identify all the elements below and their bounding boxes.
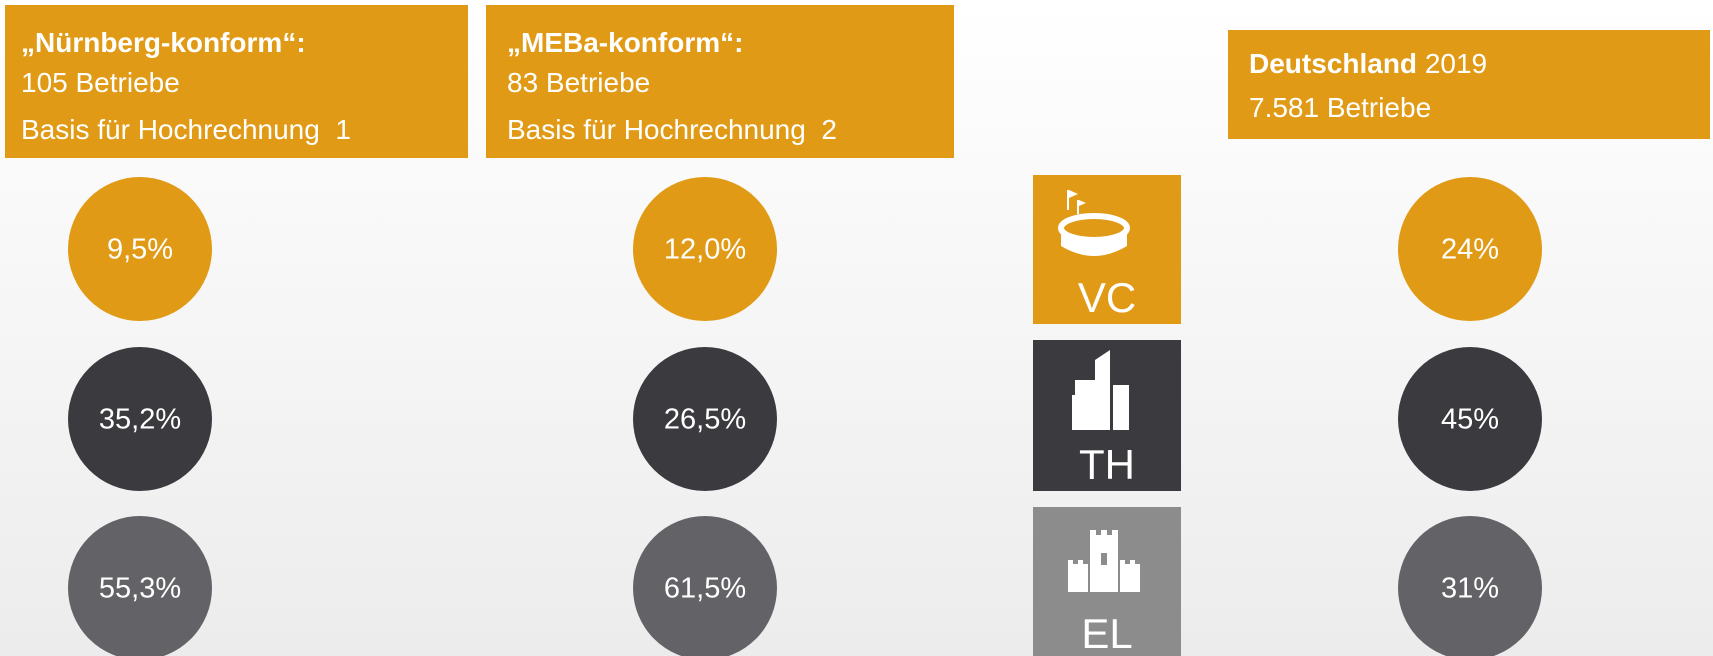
circle xyxy=(633,516,777,656)
category-label: EL xyxy=(1081,610,1132,656)
header-line: 7.581 Betriebe xyxy=(1249,92,1431,123)
header-line: Basis für Hochrechnung 1 xyxy=(21,114,351,145)
header-year: 2019 xyxy=(1425,48,1487,79)
circle-value: 24% xyxy=(1441,234,1499,266)
circle xyxy=(68,347,212,491)
header-title: „Nürnberg-konform“: xyxy=(21,27,306,58)
category-th: TH xyxy=(1033,340,1181,491)
circle-value: 61,5% xyxy=(664,573,746,605)
header-line: 83 Betriebe xyxy=(507,67,650,98)
header-title: Deutschland 2019 xyxy=(1249,48,1487,79)
stadium-icon xyxy=(1058,190,1130,256)
circle-value: 45% xyxy=(1441,404,1499,436)
header-line: Basis für Hochrechnung 2 xyxy=(507,114,837,145)
category-label: VC xyxy=(1078,274,1136,321)
header-line: 105 Betriebe xyxy=(21,67,180,98)
circle-value: 9,5% xyxy=(107,234,173,266)
circle-value: 26,5% xyxy=(664,404,746,436)
category-label: TH xyxy=(1079,441,1135,488)
circle-value: 31% xyxy=(1441,573,1499,605)
circle-value: 55,3% xyxy=(99,573,181,605)
circle xyxy=(68,177,212,321)
city-icon xyxy=(1072,350,1129,430)
header-box xyxy=(486,5,954,158)
circle-value: 12,0% xyxy=(664,234,746,266)
circle xyxy=(68,516,212,656)
circle-value: 35,2% xyxy=(99,404,181,436)
circle xyxy=(1398,177,1542,321)
header-title: Deutschland xyxy=(1249,48,1417,79)
circle xyxy=(633,347,777,491)
header-title: „MEBa-konform“: xyxy=(507,27,743,58)
header-box xyxy=(5,5,468,158)
category-el: EL xyxy=(1033,507,1181,656)
castle-door xyxy=(1101,553,1107,565)
category-vc: VC xyxy=(1033,175,1181,324)
circle xyxy=(1398,516,1542,656)
circle xyxy=(633,177,777,321)
circle xyxy=(1398,347,1542,491)
circles: 9,5% 35,2% 55,3% 12,0% 26,5% 61,5% 24% 4… xyxy=(68,177,1542,656)
header-box xyxy=(1228,30,1710,139)
